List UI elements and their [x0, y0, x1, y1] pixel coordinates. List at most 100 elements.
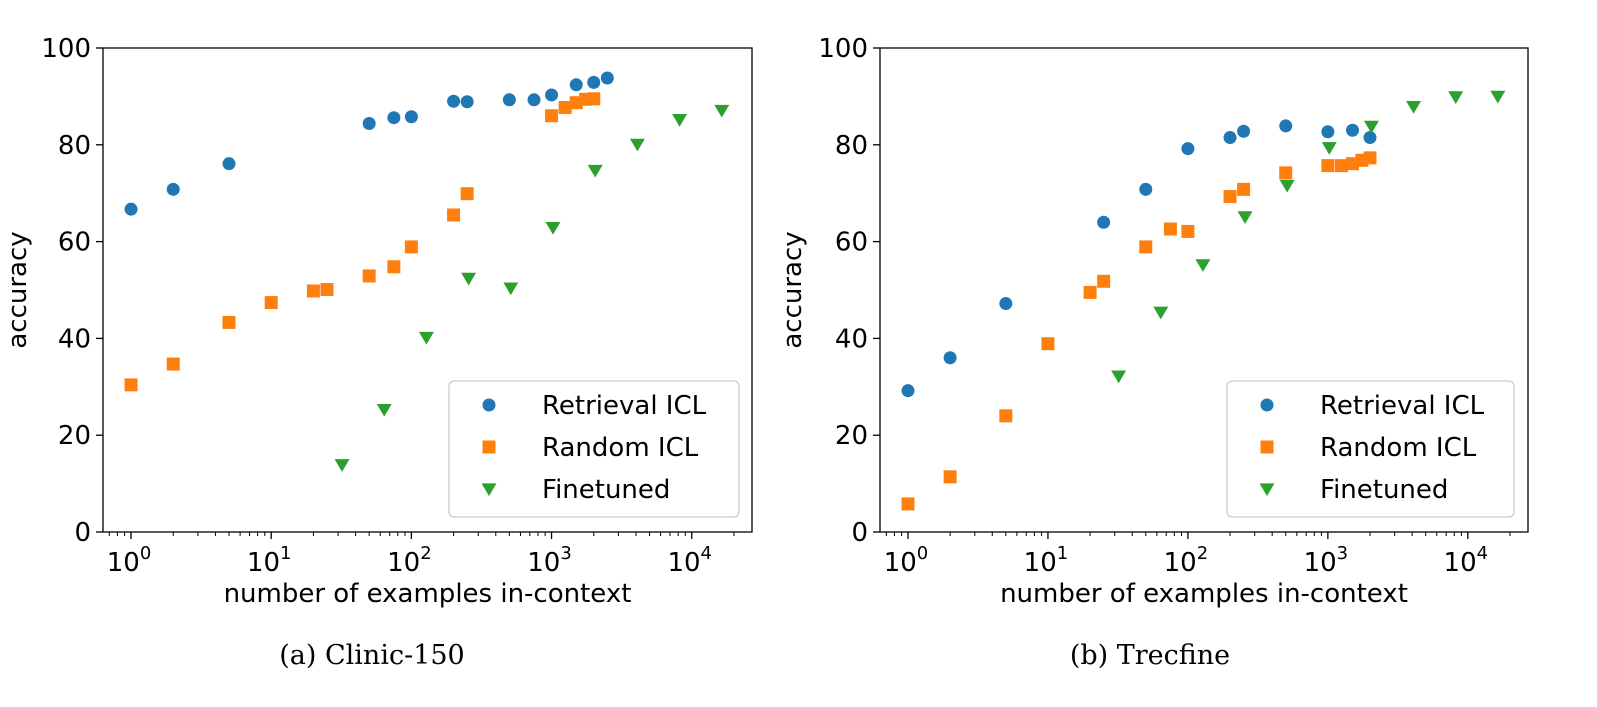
series-finetuned — [334, 104, 730, 472]
caption-clinic-150: (a) Clinic-150 — [279, 640, 465, 671]
x-tick-power: 2 — [420, 543, 431, 564]
data-point — [447, 94, 461, 108]
data-point — [222, 157, 236, 171]
y-tick-label: 40 — [835, 324, 868, 354]
data-point — [943, 351, 957, 365]
data-point — [387, 260, 401, 274]
data-point — [545, 109, 559, 123]
data-point — [1223, 190, 1237, 204]
x-tick-power: 3 — [1337, 543, 1348, 564]
data-point — [1041, 337, 1055, 351]
legend-marker — [1260, 440, 1274, 454]
y-tick-label: 0 — [851, 518, 868, 548]
data-point — [362, 269, 376, 283]
data-point — [1083, 285, 1097, 299]
data-point — [320, 283, 334, 297]
legend-box — [448, 380, 740, 518]
plot-frame — [102, 47, 753, 533]
data-point — [404, 240, 418, 254]
data-point — [1237, 124, 1251, 138]
data-point — [124, 378, 138, 392]
x-tick-label: 101 — [1024, 543, 1069, 578]
data-point — [714, 104, 730, 118]
data-point — [901, 497, 915, 511]
data-point — [999, 297, 1013, 311]
y-tick-label: 60 — [58, 228, 91, 258]
data-point — [1279, 119, 1293, 133]
data-point — [1237, 211, 1253, 225]
x-tick-power: 1 — [1057, 543, 1068, 564]
data-point — [1279, 166, 1293, 180]
x-tick-power: 0 — [917, 543, 928, 564]
data-point — [503, 282, 519, 296]
data-point — [418, 331, 434, 345]
data-point — [999, 409, 1013, 423]
data-point — [545, 221, 561, 235]
x-tick-label: 104 — [1444, 543, 1489, 578]
legend-label: Retrieval ICL — [542, 391, 707, 421]
plot-frame — [879, 47, 1529, 533]
series-retrieval-icl — [124, 71, 614, 216]
data-point — [1181, 142, 1195, 156]
y-tick-label: 80 — [58, 131, 91, 161]
data-point — [502, 93, 516, 107]
x-tick-label: 104 — [667, 543, 712, 578]
y-tick-label: 40 — [58, 324, 91, 354]
x-tick-power: 1 — [280, 543, 291, 564]
legend-marker — [1260, 398, 1274, 412]
data-point — [222, 315, 236, 329]
legend-label: Retrieval ICL — [1320, 391, 1485, 421]
y-tick-label: 100 — [41, 34, 91, 64]
data-point — [1363, 151, 1377, 165]
data-point — [1321, 159, 1335, 173]
x-tick-label: 100 — [884, 543, 929, 578]
y-axis-label: accuracy — [3, 231, 33, 348]
y-tick-label: 20 — [835, 421, 868, 451]
data-point — [1448, 91, 1464, 104]
data-point — [1279, 179, 1295, 193]
x-tick-label: 101 — [247, 543, 292, 578]
legend-marker — [482, 398, 496, 412]
legend: Retrieval ICL Random ICL Finetuned — [1226, 380, 1515, 518]
x-tick-base: 10 — [107, 548, 140, 578]
data-point — [387, 111, 401, 125]
x-tick-power: 3 — [560, 543, 571, 564]
data-point — [1321, 142, 1337, 155]
data-point — [1097, 215, 1111, 229]
data-point — [527, 93, 541, 107]
data-point — [1195, 259, 1211, 272]
x-axis-label: number of examples in-context — [224, 579, 632, 609]
data-point — [376, 403, 392, 417]
y-tick-label: 0 — [74, 518, 91, 548]
x-tick-power: 2 — [1197, 543, 1208, 564]
data-point — [587, 92, 601, 106]
x-tick-label: 103 — [1304, 543, 1349, 578]
data-point — [1111, 370, 1127, 384]
legend-marker — [482, 440, 496, 454]
data-point — [306, 284, 320, 298]
data-point — [587, 164, 603, 178]
data-point — [1406, 100, 1422, 114]
data-point — [461, 272, 477, 286]
data-point — [558, 101, 572, 115]
y-tick-label: 20 — [58, 421, 91, 451]
x-tick-label: 102 — [1164, 543, 1209, 578]
x-tick-label: 102 — [387, 543, 432, 578]
data-point — [264, 296, 278, 310]
x-tick-base: 10 — [667, 548, 700, 578]
x-tick-power: 4 — [701, 543, 712, 564]
x-tick-label: 103 — [527, 543, 572, 578]
x-tick-label: 100 — [107, 543, 152, 578]
x-tick-base: 10 — [247, 548, 280, 578]
legend-marker — [1259, 483, 1275, 497]
data-point — [124, 202, 138, 216]
x-tick-base: 10 — [527, 548, 560, 578]
data-point — [901, 384, 915, 398]
data-point — [460, 187, 474, 201]
legend-label: Random ICL — [1320, 433, 1477, 463]
x-axis-label: number of examples in-context — [1000, 579, 1408, 609]
data-point — [1153, 306, 1169, 320]
data-point — [334, 459, 350, 472]
